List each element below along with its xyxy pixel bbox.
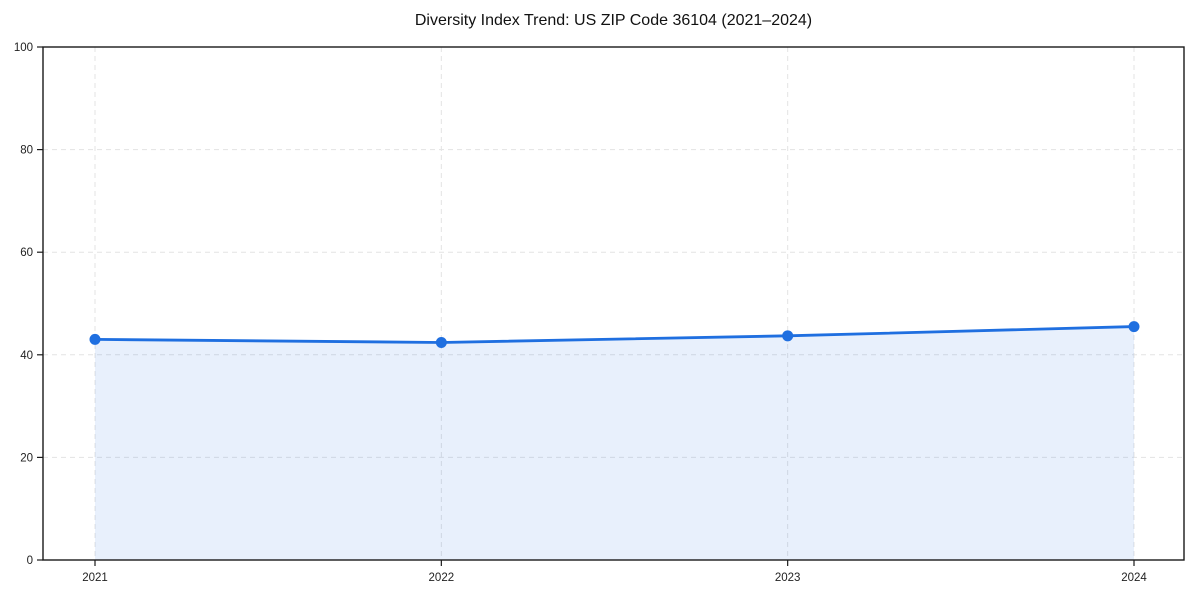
y-axis-tick-label: 0 <box>27 555 33 567</box>
area-fill <box>95 326 1134 560</box>
data-point-marker <box>782 330 794 342</box>
y-axis-tick-label: 60 <box>20 247 33 259</box>
trend-line <box>93 325 1136 344</box>
plot-border <box>42 46 1185 561</box>
data-point-marker <box>435 336 447 348</box>
x-axis-tick-label: 2022 <box>429 572 455 584</box>
chart-title: Diversity Index Trend: US ZIP Code 36104… <box>414 12 813 29</box>
y-axis-tick-label: 80 <box>20 145 33 157</box>
x-axis-tick-label: 2023 <box>775 572 801 584</box>
y-axis-tick-label: 40 <box>20 350 33 362</box>
y-axis-tick-label: 20 <box>20 452 33 464</box>
y-axis-tick-label: 100 <box>14 42 33 54</box>
x-axis-tick-label: 2024 <box>1121 572 1147 584</box>
data-point-marker <box>89 333 101 345</box>
x-axis-tick-label: 2021 <box>82 572 108 584</box>
data-point-marker <box>1128 321 1140 333</box>
